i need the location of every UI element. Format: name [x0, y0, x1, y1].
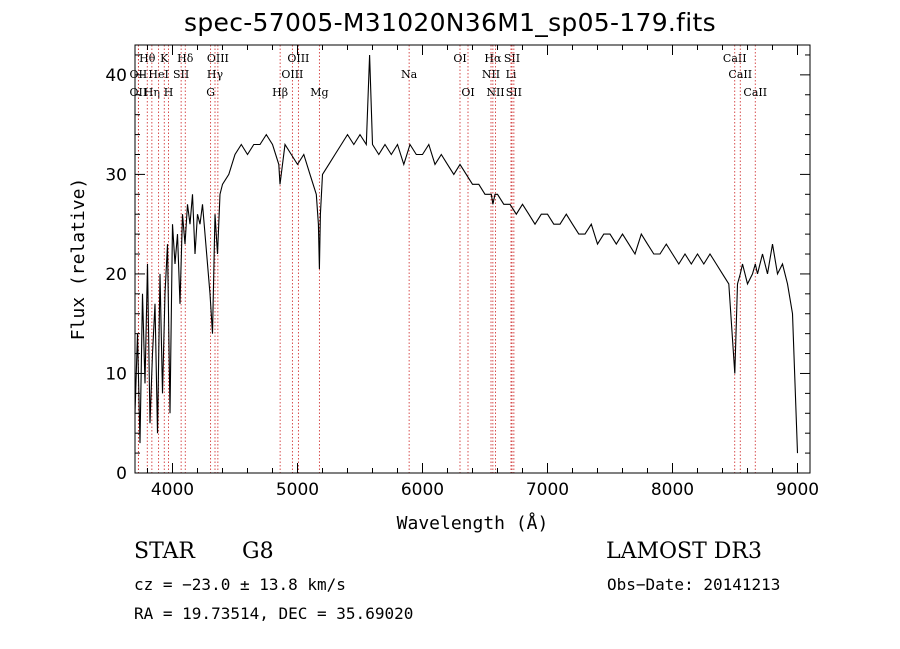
spectrum-series: [134, 54, 799, 454]
line-label-20: SII: [504, 52, 520, 65]
line-label-21: NII: [482, 68, 500, 81]
chart-title: spec-57005-M31020N36M1_sp05-179.fits: [184, 8, 716, 37]
x-tick-label-9000: 9000: [776, 480, 819, 500]
line-label-13: OIII: [281, 68, 303, 81]
x-tick-label-6000: 6000: [401, 480, 444, 500]
line-label-7: H: [164, 86, 174, 99]
line-label-14: Hβ: [272, 86, 288, 99]
line-label-3: Hη: [144, 86, 160, 99]
survey-name: LAMOST DR3: [606, 539, 762, 564]
y-tick-label-40: 40: [105, 66, 127, 86]
line-label-12: OIII: [287, 52, 309, 65]
y-axis-label: Flux (relative): [68, 178, 89, 341]
line-label-16: Na: [401, 68, 418, 81]
line-label-0: Hθ: [139, 52, 156, 65]
line-label-17: OI: [453, 52, 466, 65]
line-label-8: Hδ: [177, 52, 194, 65]
x-tick-label-8000: 8000: [651, 480, 694, 500]
line-label-25: CaII: [723, 52, 747, 65]
line-label-2: OII: [130, 86, 148, 99]
x-tick-label-4000: 4000: [151, 480, 194, 500]
object-class: STAR: [134, 539, 195, 564]
x-tick-label-7000: 7000: [526, 480, 569, 500]
x-tick-label-5000: 5000: [276, 480, 319, 500]
line-label-5: HeI: [148, 68, 168, 81]
series-spectrum: [134, 54, 799, 454]
line-label-15: Mg: [310, 86, 328, 99]
line-label-27: CaII: [743, 86, 767, 99]
y-tick-label-0: 0: [116, 464, 127, 484]
ra-dec-coordinates: RA = 19.73514, DEC = 35.69020: [134, 604, 414, 623]
line-label-6: SII: [173, 68, 189, 81]
y-tick-label-30: 30: [105, 165, 127, 185]
line-label-9: OIII: [207, 52, 229, 65]
y-tick-label-20: 20: [105, 265, 127, 285]
y-tick-label-10: 10: [105, 364, 127, 384]
observation-date: Obs−Date: 20141213: [607, 575, 781, 594]
line-label-22: Li: [506, 68, 517, 81]
x-axis-label: Wavelength (Å): [397, 512, 549, 534]
line-label-26: CaII: [728, 68, 752, 81]
plot-frame: [134, 44, 811, 474]
line-label-24: SII: [506, 86, 522, 99]
line-label-19: Hα: [484, 52, 502, 65]
redshift-velocity: cz = −23.0 ± 13.8 km/s: [134, 575, 346, 594]
line-label-18: OI: [461, 86, 474, 99]
line-label-11: G: [206, 86, 215, 99]
line-label-4: K: [160, 52, 169, 65]
object-subclass: G8: [242, 539, 274, 564]
plot-axes: 4000 5000 6000 7000 8000 9000 0 10 20 30 40: [105, 44, 819, 500]
line-label-10: Hγ: [207, 68, 224, 81]
line-label-23: NII: [486, 86, 504, 99]
axis-labels: Wavelength (Å) Flux (relative): [68, 178, 548, 534]
